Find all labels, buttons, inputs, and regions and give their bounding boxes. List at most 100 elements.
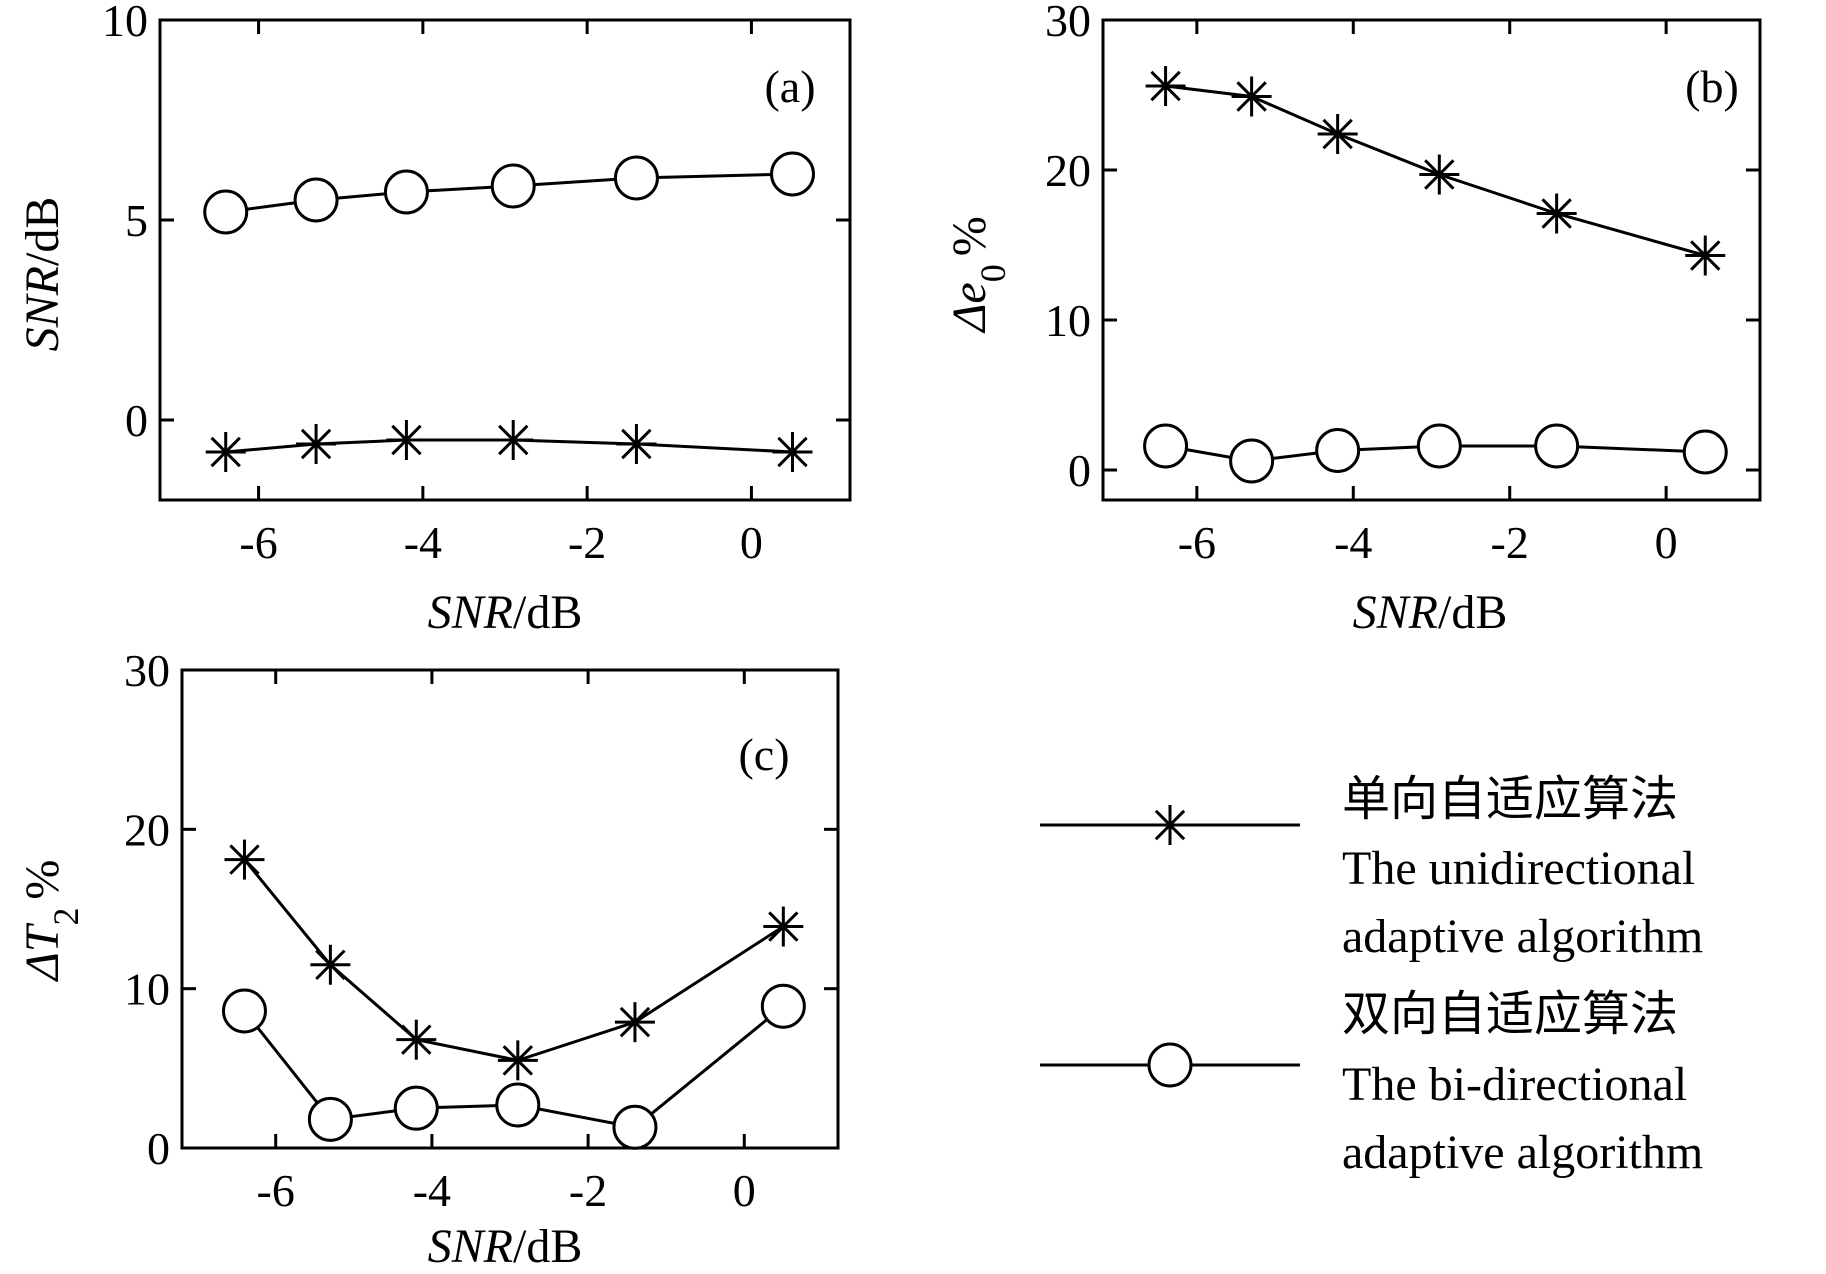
data-point-circle (1416, 423, 1462, 469)
data-point-circle (1682, 429, 1728, 475)
panel-b-ylabel-sub: 0 (973, 264, 1013, 282)
plot-c: -6 -4 -2 0 0 10 20 30 (124, 645, 840, 1216)
data-point-star (1145, 66, 1186, 106)
panel-c: (c) SNR/dB ΔT2% (16, 729, 790, 1273)
plot-a-frame (158, 18, 852, 502)
x-tick-label: -4 (404, 517, 442, 568)
panel-b-xlabel-rest: /dB (1438, 586, 1507, 639)
x-tick-label: -4 (1334, 517, 1372, 568)
panel-b-xlabel: SNR/dB (1353, 586, 1508, 639)
data-point-star (763, 906, 804, 947)
panel-b-ylabel-rest: % (943, 216, 996, 256)
legend-star-line1: 单向自适应算法 (1342, 773, 1678, 826)
x-tick-label: 0 (740, 517, 763, 568)
data-point-star (310, 944, 351, 985)
panel-c-xlabel: SNR/dB (428, 1220, 583, 1273)
panel-a-xlabel-italic: SNR (428, 586, 513, 639)
plot-b: -6 -4 -2 0 0 10 20 30 (1045, 0, 1762, 568)
data-point-circle (612, 1104, 658, 1150)
data-point-star (386, 420, 427, 460)
data-point-star (497, 1040, 538, 1081)
panel-c-ylabel-rest: % (16, 860, 69, 900)
x-tick-label: 0 (1655, 517, 1678, 568)
data-point-star (1231, 76, 1272, 117)
x-tick-label: -2 (569, 1165, 607, 1216)
panel-c-ylabel-italic: ΔT (16, 922, 69, 982)
data-point-circle (383, 169, 429, 215)
y-tick-label: 0 (147, 1123, 170, 1174)
data-point-circle (1229, 438, 1275, 484)
data-point-star (616, 424, 657, 464)
x-tick-label: -6 (257, 1165, 295, 1216)
series-circle-line (243, 1005, 785, 1129)
data-point-circle (770, 151, 815, 197)
legend-circle-marker (1147, 1042, 1193, 1088)
y-tick-label: 20 (1045, 145, 1091, 196)
data-point-star (1685, 235, 1726, 276)
x-tick-label: -6 (239, 517, 277, 568)
plot-a: -6 -4 -2 0 0 5 10 (102, 0, 852, 568)
y-tick-label: 30 (124, 645, 170, 696)
legend: 单向自适应算法 The unidirectional adaptive algo… (1040, 773, 1703, 1179)
panel-a-xlabel: SNR/dB (428, 586, 583, 639)
panel-a-xlabel-rest: /dB (513, 586, 582, 639)
data-point-circle (1315, 428, 1361, 473)
legend-circle-line2: The bi-directional (1342, 1058, 1687, 1111)
data-point-star (205, 432, 246, 472)
panel-a: (a) SNR/dB SNR/dB (16, 61, 816, 639)
y-tick-label: 30 (1045, 0, 1091, 46)
panel-c-xlabel-italic: SNR (428, 1220, 513, 1273)
panel-a-ylabel-rest: /dB (16, 197, 69, 266)
panel-a-ylabel-italic: SNR (16, 266, 69, 351)
data-point-circle (760, 983, 806, 1029)
legend-star-line2: The unidirectional (1342, 842, 1695, 895)
series-star-line (1165, 84, 1706, 257)
x-tick-label: 0 (733, 1165, 756, 1216)
legend-star-marker (1150, 805, 1190, 845)
data-point-star (772, 432, 813, 472)
data-point-star (493, 420, 534, 460)
data-point-star (1317, 114, 1358, 154)
data-point-star (296, 424, 337, 464)
y-tick-label: 0 (125, 395, 148, 446)
x-tick-label: -2 (568, 517, 606, 568)
legend-circle-line3: adaptive algorithm (1342, 1126, 1703, 1179)
y-tick-label: 20 (124, 804, 170, 855)
plot-b-frame (1101, 18, 1762, 502)
panel-b-ylabel-italic: Δe (943, 282, 996, 333)
x-tick-label: -2 (1491, 517, 1529, 568)
legend-star-icon (1150, 805, 1190, 845)
y-tick-label: 10 (102, 0, 148, 46)
data-point-circle (203, 189, 249, 235)
legend-circle-line1: 双向自适应算法 (1342, 988, 1678, 1041)
y-tick-label: 0 (1068, 445, 1091, 496)
data-point-circle (495, 1082, 541, 1128)
legend-circle-icon (1147, 1042, 1193, 1088)
y-tick-label: 5 (125, 195, 148, 246)
y-tick-label: 10 (1045, 295, 1091, 346)
data-point-star (1419, 154, 1460, 195)
data-point-circle (490, 163, 536, 209)
data-point-star (614, 1002, 655, 1043)
data-point-star (1536, 193, 1577, 234)
panel-c-ylabel: ΔT2% (16, 860, 86, 983)
data-point-star (396, 1019, 437, 1060)
data-point-circle (1534, 423, 1580, 469)
panel-c-ylabel-sub: 2 (46, 908, 86, 926)
series-star-line (243, 858, 785, 1062)
legend-star-line3: adaptive algorithm (1342, 910, 1703, 963)
plot-c-frame (180, 668, 840, 1150)
data-point-circle (393, 1085, 439, 1131)
panel-c-label: (c) (738, 729, 789, 780)
data-point-star (224, 839, 265, 880)
data-point-circle (613, 155, 659, 201)
panel-b: (b) SNR/dB Δe0% (943, 61, 1739, 639)
x-tick-label: -6 (1178, 517, 1216, 568)
data-point-circle (293, 177, 339, 223)
panel-b-label: (b) (1685, 61, 1739, 112)
y-tick-label: 10 (124, 964, 170, 1015)
panel-a-ylabel: SNR/dB (16, 197, 69, 352)
data-point-circle (307, 1096, 353, 1142)
panel-b-xlabel-italic: SNR (1353, 586, 1438, 639)
